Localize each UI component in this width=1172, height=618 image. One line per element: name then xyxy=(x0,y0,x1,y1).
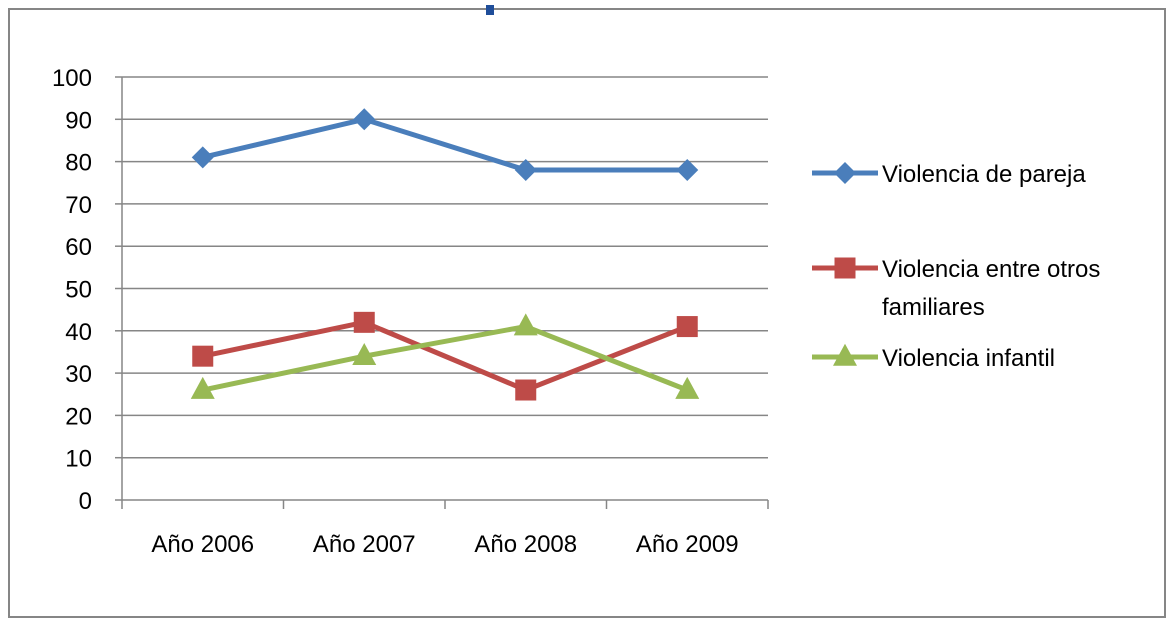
x-tick-label: Año 2007 xyxy=(313,531,416,558)
y-tick-label: 100 xyxy=(52,65,92,92)
series-layer xyxy=(190,108,700,401)
legend-label-2: Violencia entre otros xyxy=(882,256,1100,283)
data-point-series2-2 xyxy=(353,311,375,333)
title-fragment-svg xyxy=(486,5,494,15)
axis-layer: 0 10 20 30 40 50 60 70 80 90 100 Año 2006 Año 2007 Añ… xyxy=(52,65,769,558)
legend-label-2: familiares xyxy=(882,294,985,321)
series-line-2 xyxy=(202,319,689,393)
y-tick-label: 0 xyxy=(79,488,92,515)
series-line-1 xyxy=(202,116,688,173)
data-point-series3-3 xyxy=(513,313,538,336)
y-tick-label: 90 xyxy=(65,107,92,134)
x-tick-label: Año 2006 xyxy=(151,531,254,558)
legend-marker-1 xyxy=(834,162,856,184)
data-point-series2-1 xyxy=(192,345,214,367)
x-tick-label: Año 2009 xyxy=(636,531,739,558)
data-point-series1-4 xyxy=(676,159,699,182)
data-point-series3-1 xyxy=(190,376,215,399)
y-tick-label: 40 xyxy=(65,319,92,346)
legend-label-3: Violencia infantil xyxy=(882,345,1055,372)
title-glyph-fragment xyxy=(486,5,494,15)
y-tick-label: 70 xyxy=(65,192,92,219)
y-tick-label: 10 xyxy=(65,446,92,473)
legend-marker-3 xyxy=(833,343,857,366)
data-point-series3-4 xyxy=(675,376,700,399)
series-line-3 xyxy=(202,324,689,393)
legend: Violencia de pareja Violencia entre otros… xyxy=(812,161,1100,372)
data-point-series3-2 xyxy=(352,342,377,365)
x-tick-label: Año 2008 xyxy=(474,531,577,558)
chart-title-fragment xyxy=(390,4,650,16)
y-tick-label: 20 xyxy=(65,403,92,430)
data-point-series1-2 xyxy=(353,108,376,131)
legend-label-1: Violencia de pareja xyxy=(882,161,1086,188)
y-tick-label: 80 xyxy=(65,150,92,177)
y-tick-label: 30 xyxy=(65,361,92,388)
data-point-series1-3 xyxy=(514,159,537,182)
y-tick-label: 50 xyxy=(65,277,92,304)
chart-frame xyxy=(8,5,1166,618)
data-point-series2-4 xyxy=(676,316,698,338)
y-tick-label: 60 xyxy=(65,234,92,261)
grid-layer xyxy=(122,76,768,459)
data-point-series2-3 xyxy=(515,379,537,401)
legend-marker-2 xyxy=(834,257,856,279)
data-point-series1-1 xyxy=(191,146,214,169)
